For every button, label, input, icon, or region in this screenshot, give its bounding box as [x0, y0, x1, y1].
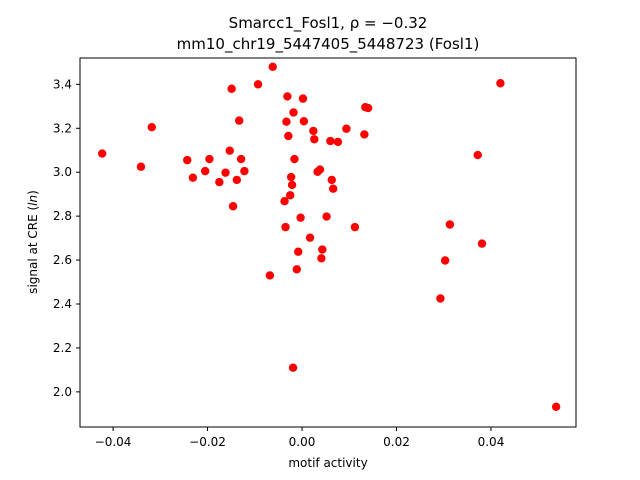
- x-axis-ticks: −0.04 −0.02 0.00 0.02 0.04: [95, 427, 505, 449]
- data-point-2: [136, 162, 146, 171]
- data-point-12: [228, 202, 238, 211]
- data-point-33: [296, 213, 305, 222]
- x-tick-label-5: 0.04: [478, 435, 505, 449]
- y-tick-label-2: 2.2: [53, 341, 72, 355]
- chart-title-line-1: Smarcc1_Fosl1, ρ = −0.32: [229, 14, 428, 33]
- data-point-27: [287, 180, 297, 190]
- data-points: [98, 62, 561, 411]
- data-point-9: [221, 168, 230, 177]
- data-point-34: [298, 94, 308, 103]
- data-point-50: [360, 130, 369, 139]
- data-point-52: [363, 103, 373, 113]
- chart-title-line-2: mm10_chr19_5447405_5448723 (Fosl1): [177, 35, 480, 54]
- y-tick-label-8: 3.4: [53, 77, 72, 91]
- x-tick-label-1: −0.04: [95, 435, 132, 449]
- chart-title: Smarcc1_Fosl1, ρ = −0.32 mm10_chr19_5447…: [177, 14, 480, 54]
- y-axis-ticks: 2.0 2.2 2.4 2.6 2.8 3.0 3.2 3.4: [53, 77, 80, 399]
- y-axis-label-suffix: ): [26, 190, 40, 195]
- y-axis-label-italic: ln: [26, 195, 40, 206]
- data-point-40: [315, 165, 325, 174]
- data-point-21: [281, 222, 290, 232]
- data-point-49: [350, 222, 360, 232]
- x-axis-label: motif activity: [288, 456, 367, 470]
- data-point-7: [205, 154, 214, 164]
- data-point-16: [240, 166, 249, 176]
- data-point-36: [305, 233, 315, 242]
- data-point-38: [310, 135, 319, 144]
- data-point-46: [329, 184, 338, 193]
- y-tick-label-5: 2.8: [53, 209, 72, 223]
- data-point-6: [200, 166, 210, 176]
- plot-frame: [79, 57, 577, 428]
- data-point-54: [440, 256, 450, 265]
- y-tick-label-1: 2.0: [53, 385, 72, 399]
- data-point-45: [327, 175, 336, 185]
- data-point-48: [342, 124, 351, 133]
- data-point-55: [445, 220, 455, 229]
- data-point-56: [473, 150, 482, 160]
- data-point-44: [326, 136, 335, 146]
- x-tick-label-4: 0.02: [383, 435, 410, 449]
- data-point-28: [288, 363, 298, 372]
- y-axis-label-prefix: signal at CRE (: [26, 206, 40, 294]
- data-point-41: [317, 254, 326, 263]
- data-point-23: [283, 92, 292, 101]
- data-point-42: [318, 245, 327, 254]
- data-point-32: [294, 247, 303, 256]
- data-point-29: [289, 108, 298, 117]
- data-point-25: [286, 191, 295, 200]
- data-point-59: [551, 402, 561, 411]
- data-point-57: [477, 239, 487, 248]
- data-point-26: [286, 172, 296, 182]
- data-point-37: [309, 126, 318, 136]
- data-point-11: [227, 84, 236, 93]
- data-point-13: [232, 175, 242, 185]
- data-point-18: [265, 271, 275, 280]
- data-point-3: [147, 122, 156, 132]
- data-point-53: [436, 294, 445, 303]
- data-point-43: [322, 212, 331, 221]
- data-point-31: [292, 265, 302, 274]
- x-tick-label-2: −0.02: [189, 435, 226, 449]
- data-point-5: [188, 173, 198, 182]
- x-tick-label-3: 0.00: [289, 435, 316, 449]
- data-point-58: [496, 79, 505, 88]
- y-tick-label-6: 3.0: [53, 165, 72, 179]
- data-point-4: [183, 155, 192, 165]
- data-point-8: [215, 177, 224, 187]
- y-tick-label-4: 2.6: [53, 253, 72, 267]
- data-point-24: [284, 131, 293, 141]
- y-axis-label: signal at CRE (ln): [26, 190, 40, 294]
- data-point-20: [280, 197, 289, 206]
- data-point-14: [234, 116, 244, 125]
- data-point-30: [290, 154, 299, 164]
- data-point-47: [333, 137, 343, 147]
- data-point-22: [282, 117, 291, 126]
- data-point-35: [299, 117, 309, 126]
- y-tick-label-7: 3.2: [53, 121, 72, 135]
- data-point-10: [225, 146, 234, 155]
- data-point-1: [98, 149, 107, 158]
- y-tick-label-3: 2.4: [53, 297, 72, 311]
- data-point-19: [268, 62, 277, 71]
- data-point-17: [253, 80, 263, 89]
- data-point-15: [236, 154, 246, 164]
